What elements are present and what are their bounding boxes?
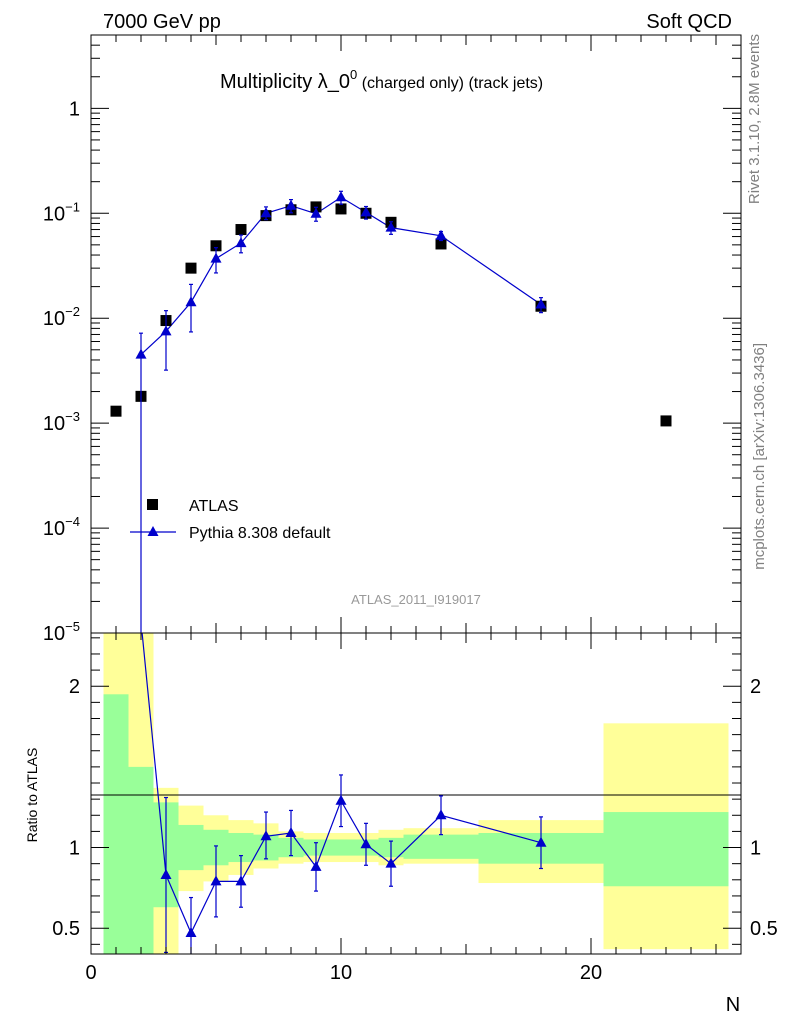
pythia-point [360, 206, 372, 217]
chart-title: Multiplicity λ_00 (charged only) (track … [220, 67, 543, 93]
pythia-point [260, 207, 272, 218]
chart-title-tail: (charged only) (track jets) [357, 75, 543, 92]
upper-y-tick-exp: −4 [65, 514, 80, 529]
ratio-point [435, 809, 447, 820]
atlas-point [335, 203, 347, 215]
pythia-point [135, 348, 147, 359]
pythia-point [235, 237, 247, 248]
upper-y-tick-exp: −1 [65, 199, 80, 214]
ratio-point [160, 868, 172, 879]
lower-marks [141, 633, 547, 954]
legend-pythia-marker [147, 526, 159, 536]
x-tick-label: 0 [85, 962, 96, 984]
ratio-bands [103, 633, 729, 954]
upper-y-tick-label: 1 [69, 98, 80, 120]
header-left: 7000 GeV pp [103, 11, 221, 33]
upper-y-tick-label: 10−4 [43, 514, 80, 540]
upper-y-tick-base: 1 [69, 98, 80, 120]
upper-y-tick-exp: −5 [65, 619, 80, 634]
ratio-band-green [603, 812, 729, 887]
lower-marks-clipped [141, 633, 547, 954]
chart-title-main: Multiplicity λ_0 [220, 71, 350, 93]
upper-panel: 110−110−210−310−410−5 Multiplicity λ_00 … [43, 34, 742, 645]
pythia-point [285, 199, 297, 210]
atlas-point [235, 224, 247, 236]
lower-y-tick-label-right: 2 [750, 676, 761, 698]
atlas-point [210, 240, 222, 252]
lower-y-tick-label-right: 1 [750, 838, 761, 860]
ratio-band-green [403, 834, 479, 859]
upper-y-tick-base: 10 [43, 623, 65, 645]
upper-y-tick-label: 10−3 [43, 409, 80, 435]
atlas-point [110, 405, 122, 417]
lower-x-ticks: 0 10 20 [85, 633, 742, 984]
x-axis-label: N [726, 994, 740, 1016]
ratio-point [335, 794, 347, 805]
header-right: Soft QCD [646, 11, 732, 33]
ratio-point [385, 857, 397, 868]
x-tick-label: 20 [580, 962, 602, 984]
ratio-point [535, 836, 547, 847]
upper-y-tick-base: 10 [43, 518, 65, 540]
pythia-point [210, 252, 222, 263]
watermark: ATLAS_2011_I919017 [351, 592, 481, 607]
ratio-axis-label: Ratio to ATLAS [24, 748, 40, 843]
mcplots-label: mcplots.cern.ch [arXiv:1306.3436] [751, 343, 768, 570]
pythia-point [385, 221, 397, 232]
upper-y-tick-label: 10−5 [43, 619, 80, 645]
lower-panel: 0.5 0.5 1 1 2 2 0 10 20 Ratio to ATLAS N [24, 632, 778, 1016]
ratio-point [310, 860, 322, 871]
ratio-point [360, 838, 372, 849]
ratio-point [260, 830, 272, 841]
ratio-band-green [103, 694, 129, 954]
atlas-point [660, 415, 672, 427]
pythia-line [140, 196, 542, 356]
upper-y-ticks: 110−110−210−310−410−5 [43, 34, 741, 645]
ratio-point [235, 875, 247, 886]
ratio-band-green [128, 766, 154, 954]
chart-title-sup: 0 [350, 67, 357, 82]
upper-y-tick-label: 10−1 [43, 199, 80, 225]
pythia-point [160, 325, 172, 336]
upper-marks [110, 190, 672, 633]
legend-atlas-label: ATLAS [189, 498, 239, 515]
upper-y-tick-exp: −3 [65, 409, 80, 424]
ratio-point [185, 927, 197, 938]
ratio-band-green [178, 824, 204, 871]
upper-y-tick-base: 10 [43, 413, 65, 435]
ratio-point [285, 827, 297, 838]
atlas-point [185, 262, 197, 274]
legend: ATLAS Pythia 8.308 default [130, 498, 331, 542]
x-tick-label: 10 [330, 962, 352, 984]
pythia-point [435, 229, 447, 240]
pythia-point [310, 207, 322, 218]
lower-y-tick-label: 1 [69, 838, 80, 860]
legend-pythia-label: Pythia 8.308 default [189, 525, 331, 542]
upper-y-tick-base: 10 [43, 308, 65, 330]
upper-y-tick-base: 10 [43, 203, 65, 225]
pythia-point [185, 296, 197, 307]
upper-x-ticks [90, 35, 742, 633]
upper-y-tick-label: 10−2 [43, 304, 80, 330]
upper-frame [90, 34, 742, 634]
lower-y-tick-label: 0.5 [52, 918, 80, 940]
lower-y-tick-label: 2 [69, 676, 80, 698]
lower-y-tick-label-right: 0.5 [750, 918, 778, 940]
ratio-point [210, 875, 222, 886]
rivet-label: Rivet 3.1.10, 2.8M events [746, 34, 763, 204]
upper-y-tick-exp: −2 [65, 304, 80, 319]
lower-y-ticks: 0.5 0.5 1 1 2 2 [52, 637, 778, 945]
legend-atlas-marker [147, 499, 158, 510]
pythia-point [535, 298, 547, 309]
ratio-band-green [328, 839, 354, 856]
atlas-point [435, 238, 447, 250]
pythia-point [335, 191, 347, 202]
